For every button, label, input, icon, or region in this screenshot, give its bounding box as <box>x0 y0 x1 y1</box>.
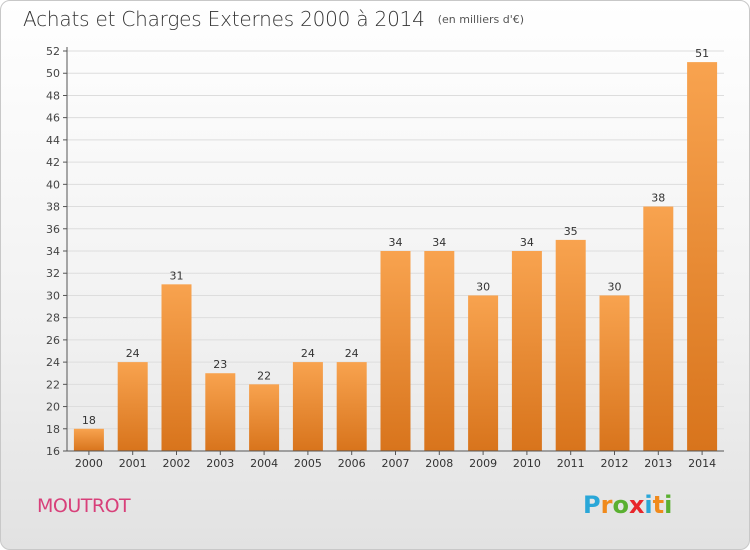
title-row: Achats et Charges Externes 2000 à 2014 (… <box>23 7 524 31</box>
bar <box>511 251 542 451</box>
y-tick-label: 28 <box>46 312 60 325</box>
bar-value-label: 34 <box>520 236 534 249</box>
bar-value-label: 34 <box>389 236 403 249</box>
bar-value-label: 31 <box>170 269 184 282</box>
y-tick-label: 32 <box>46 267 60 280</box>
y-tick-label: 18 <box>46 423 60 436</box>
bar <box>73 428 104 451</box>
axis-layer <box>63 47 724 455</box>
bar <box>117 362 148 451</box>
bar <box>380 251 411 451</box>
x-tick-label: 2011 <box>557 457 585 470</box>
x-tick-label: 2012 <box>601 457 629 470</box>
x-tick-label: 2001 <box>119 457 147 470</box>
bar-value-label: 23 <box>213 358 227 371</box>
chart-subtitle: (en milliers d'€) <box>437 13 525 26</box>
bar <box>205 373 236 451</box>
bar-value-label: 24 <box>126 347 140 360</box>
bar <box>336 362 367 451</box>
x-tick-label: 2014 <box>688 457 716 470</box>
x-tick-label: 2013 <box>644 457 672 470</box>
y-tick-label: 16 <box>46 445 60 458</box>
proxiti-logo[interactable]: Proxiti <box>583 491 672 519</box>
bar-value-label: 30 <box>476 280 490 293</box>
logo-letter: r <box>600 491 613 519</box>
bar-value-label: 35 <box>564 225 578 238</box>
bar-value-label: 51 <box>695 47 709 60</box>
y-tick-label: 40 <box>46 178 60 191</box>
x-tick-label: 2003 <box>206 457 234 470</box>
bar-layer <box>73 62 718 451</box>
bar-value-label: 18 <box>82 414 96 427</box>
x-tick-label: 2008 <box>425 457 453 470</box>
y-tick-label: 38 <box>46 201 60 214</box>
y-tick-label: 48 <box>46 89 60 102</box>
y-tick-label: 20 <box>46 401 60 414</box>
bar <box>292 362 323 451</box>
logo-letter: o <box>612 491 629 519</box>
x-tick-label: 2004 <box>250 457 278 470</box>
logo-letter: i <box>644 491 653 519</box>
bar-value-label: 38 <box>651 192 665 205</box>
x-tick-label: 2010 <box>513 457 541 470</box>
bar <box>161 284 192 451</box>
bar-value-label: 24 <box>301 347 315 360</box>
y-tick-label: 46 <box>46 112 60 125</box>
y-tick-label: 52 <box>46 45 60 58</box>
commune-name: MOUTROT <box>37 495 131 517</box>
bar <box>468 295 499 451</box>
logo-letter: i <box>664 491 673 519</box>
x-tick-label: 2006 <box>338 457 366 470</box>
y-tick-label: 42 <box>46 156 60 169</box>
x-tick-label: 2002 <box>163 457 191 470</box>
y-tick-label: 24 <box>46 356 60 369</box>
x-tick-label: 2007 <box>382 457 410 470</box>
bar <box>249 384 280 451</box>
y-tick-label: 34 <box>46 245 60 258</box>
logo-letter: t <box>652 491 665 519</box>
bar-value-label: 30 <box>608 280 622 293</box>
bar <box>599 295 630 451</box>
bar <box>643 206 674 451</box>
y-tick-label: 26 <box>46 334 60 347</box>
chart-title: Achats et Charges Externes 2000 à 2014 <box>23 7 425 31</box>
bar <box>424 251 455 451</box>
x-tick-label: 2000 <box>75 457 103 470</box>
y-tick-label: 36 <box>46 223 60 236</box>
y-tick-label: 44 <box>46 134 60 147</box>
bar-value-label: 22 <box>257 369 271 382</box>
bar <box>687 62 718 451</box>
bar-value-label: 24 <box>345 347 359 360</box>
x-tick-label: 2005 <box>294 457 322 470</box>
y-tick-label: 30 <box>46 289 60 302</box>
logo-letter: x <box>628 491 645 519</box>
bar-value-label: 34 <box>432 236 446 249</box>
bar <box>555 239 586 451</box>
x-tick-label: 2009 <box>469 457 497 470</box>
label-layer: 16 18 20 22 24 26 28 30 32 34 36 38 40 42 44 46 48 50 52 18… <box>46 45 716 470</box>
logo-letter: P <box>583 491 601 519</box>
y-tick-label: 50 <box>46 67 60 80</box>
y-tick-label: 22 <box>46 378 60 391</box>
